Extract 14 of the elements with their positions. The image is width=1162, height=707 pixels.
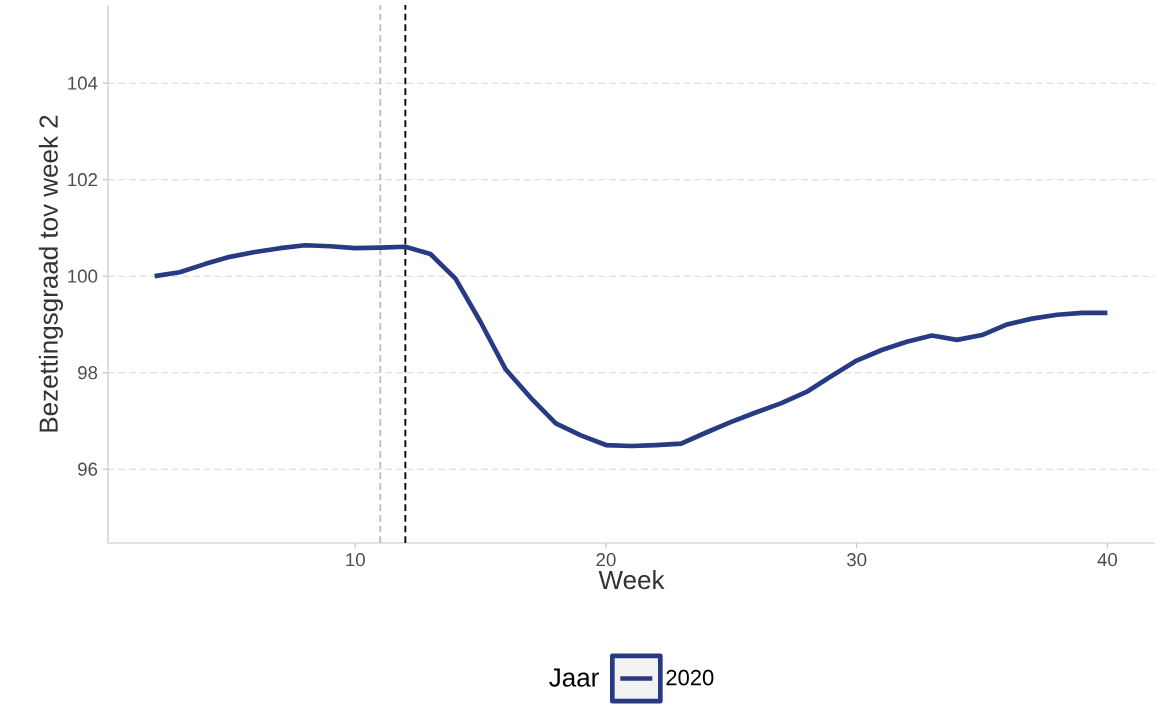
x-tick-label: 40 [1097,553,1118,567]
x-tick-label: 10 [346,553,365,567]
y-tick-label: 96 [78,462,98,476]
y-tick-label: 98 [78,366,98,380]
legend-label: 2020 [666,669,714,686]
x-tick-label: 20 [596,553,616,567]
y-axis-title: Bezettingsgraad tov week 2 [38,115,63,432]
legend-title: Jaar [549,668,599,687]
y-tick-label: 100 [68,269,98,283]
x-tick-label: 30 [846,553,867,567]
y-tick-label: 104 [68,76,98,90]
x-axis-title: Week [598,570,665,590]
line-series [152,242,1110,449]
y-tick-label: 102 [68,173,98,187]
